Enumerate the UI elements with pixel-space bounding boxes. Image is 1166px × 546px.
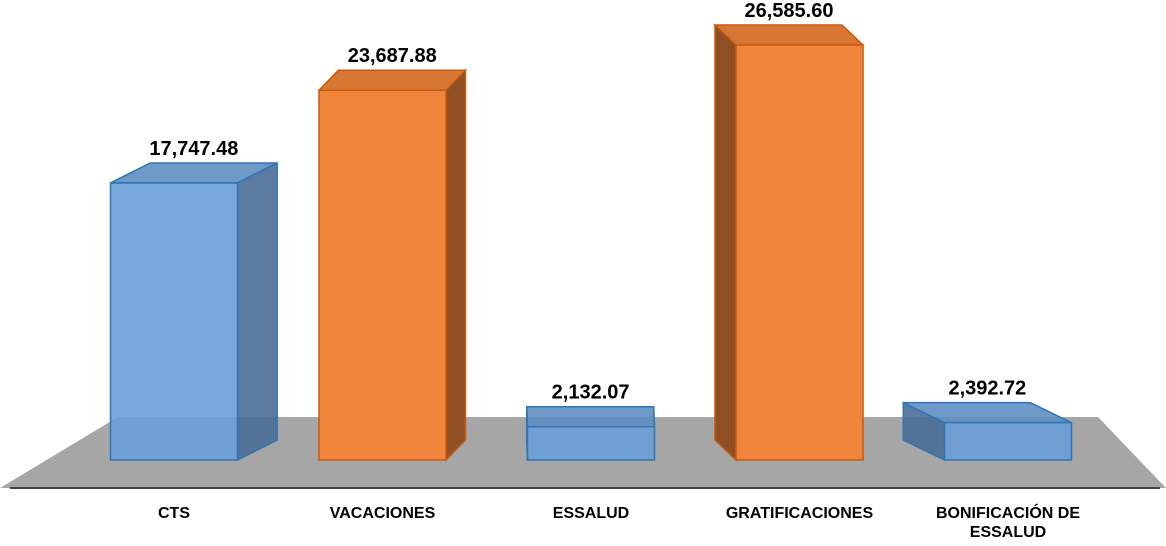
bar-side [445, 68, 467, 462]
value-label: 23,687.88 [348, 45, 437, 67]
bar-top [525, 405, 656, 428]
x-tick-label: ESSALUD [552, 505, 630, 522]
bar [318, 89, 447, 461]
x-tick-label: BONIFICACIÓN DE ESSALUD [936, 505, 1080, 541]
x-tick-label: CTS [158, 505, 190, 522]
bar [109, 182, 239, 461]
bar-top [317, 69, 468, 91]
bar-top [713, 24, 865, 46]
bar-side [714, 23, 737, 462]
bar-side [236, 161, 278, 462]
bar [943, 421, 1073, 461]
value-label: 26,585.60 [745, 0, 834, 22]
value-label: 2,392.72 [948, 378, 1026, 400]
value-label: 17,747.48 [149, 138, 238, 160]
x-tick-label: VACACIONES [329, 505, 436, 522]
value-label: 2,132.07 [552, 382, 630, 404]
bar [526, 425, 656, 461]
x-tick-label: GRATIFICACIONES [725, 505, 874, 522]
bar [735, 44, 864, 461]
